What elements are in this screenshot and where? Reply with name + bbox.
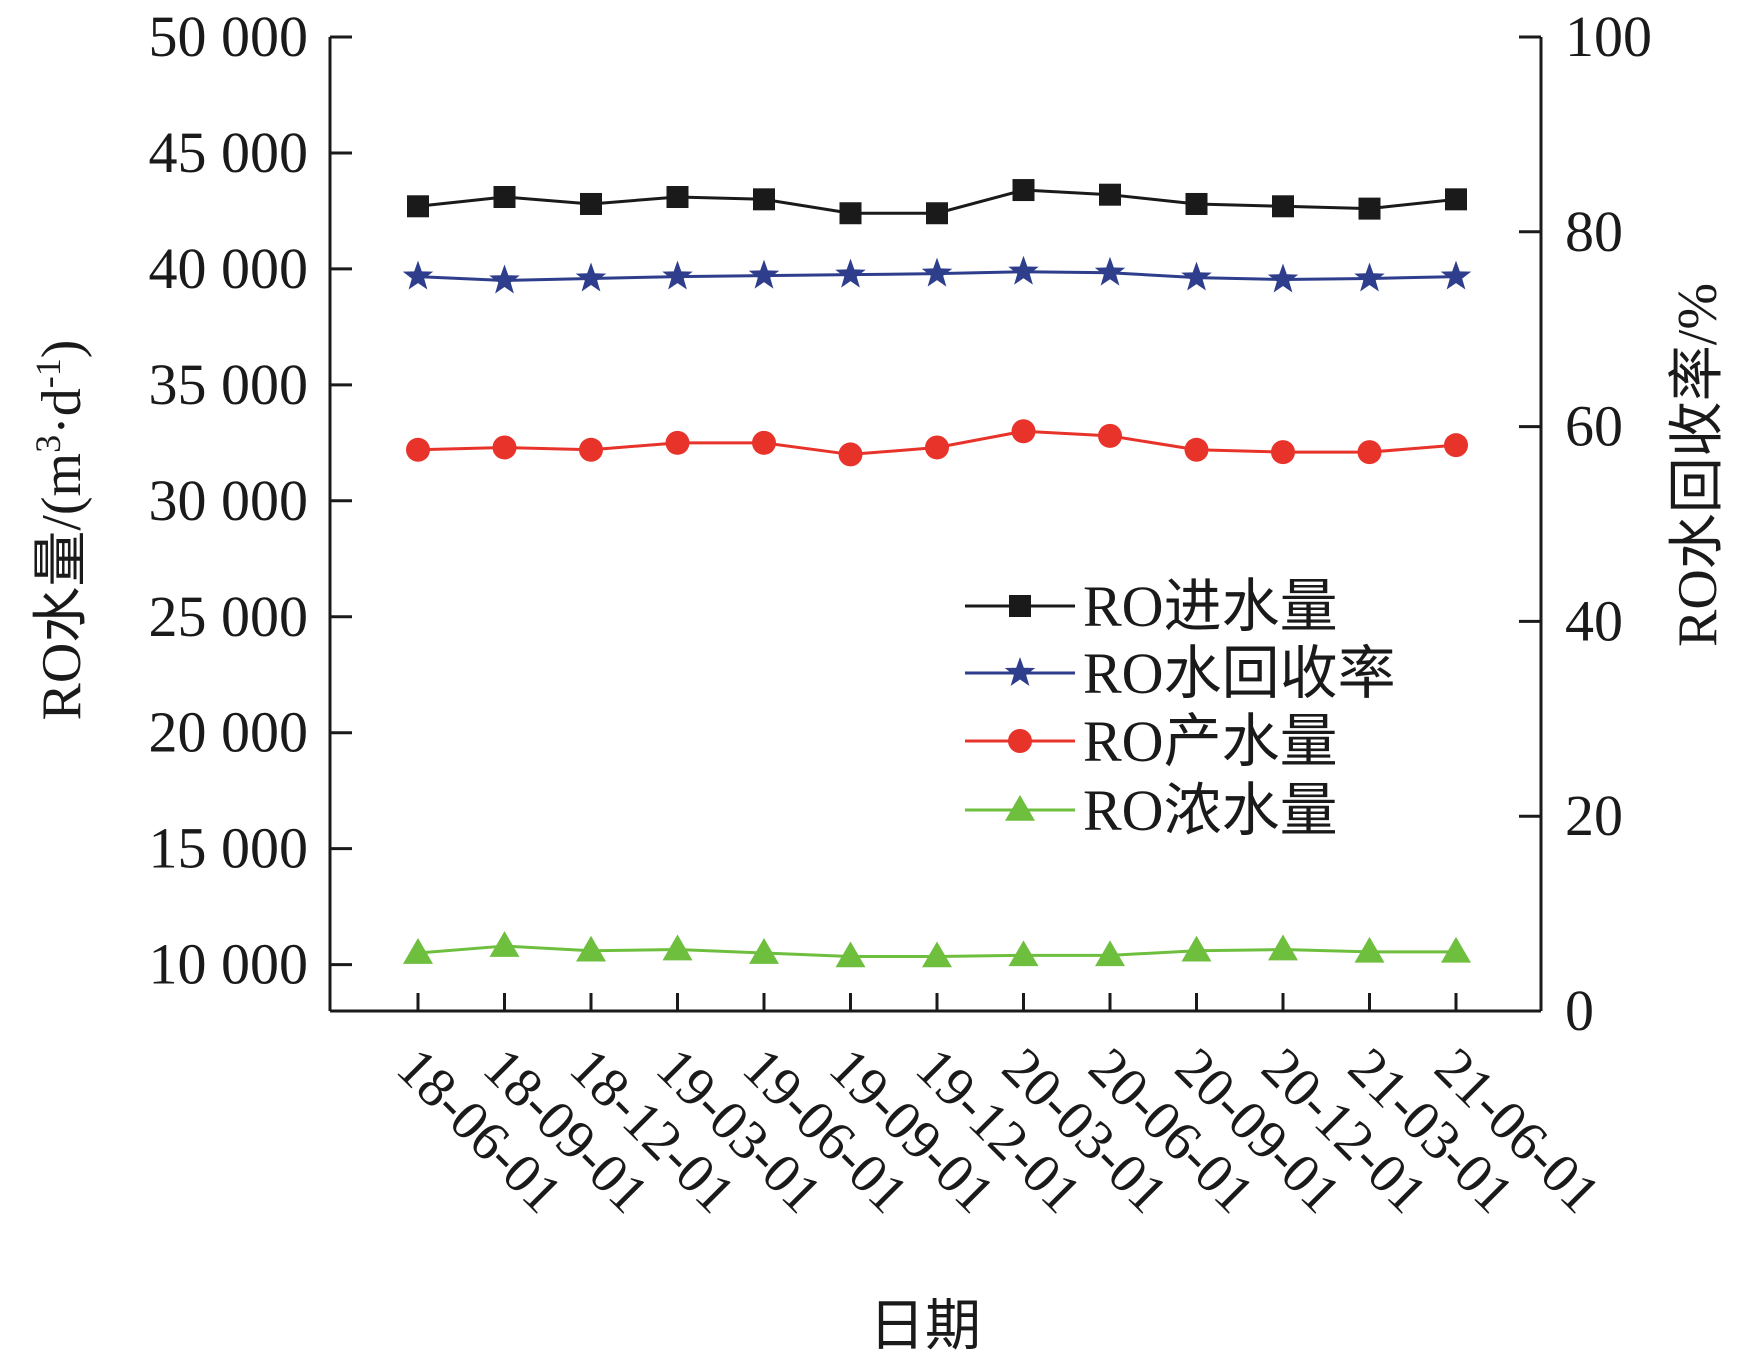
- y-tick-label: 45 000: [149, 120, 309, 185]
- y-tick-label: 35 000: [149, 352, 309, 417]
- data-point: [752, 430, 776, 455]
- series-0: [407, 179, 1467, 225]
- y-tick-label: 10 000: [149, 932, 309, 997]
- legend-item: RO浓水量: [965, 778, 1338, 843]
- data-point: [1094, 256, 1126, 286]
- data-point: [753, 188, 775, 211]
- data-point: [407, 195, 429, 218]
- data-point: [1012, 179, 1035, 202]
- data-point: [403, 938, 433, 964]
- series-2: [406, 419, 1468, 467]
- y-tick-label: 20 000: [149, 700, 309, 765]
- y2-axis-title: RO水回收率/%: [1667, 283, 1729, 647]
- data-point: [922, 941, 952, 968]
- legend-item: RO水回收率: [965, 641, 1396, 706]
- y-tick-label: 25 000: [149, 584, 309, 649]
- data-point: [1184, 437, 1209, 462]
- data-point: [1095, 940, 1125, 967]
- data-point: [1358, 197, 1381, 220]
- y-axis-title-part: ·d: [31, 388, 93, 435]
- y2-tick-label: 100: [1565, 4, 1652, 69]
- series-1: [402, 255, 1472, 294]
- data-point: [1441, 936, 1471, 963]
- y-tick-label: 30 000: [149, 468, 309, 533]
- data-point: [665, 430, 690, 455]
- data-point: [1267, 263, 1299, 293]
- data-point: [748, 259, 780, 289]
- y-axis-title: RO水量/(m3·d-1): [28, 340, 93, 721]
- data-point: [1444, 433, 1468, 458]
- data-point: [1099, 183, 1121, 206]
- axes-layer: 10 000 15 000 20 000 25 000 30 000 35 000 40 0…: [28, 4, 1729, 1358]
- data-point: [489, 264, 520, 294]
- data-point: [492, 435, 517, 460]
- data-point: [921, 257, 953, 287]
- data-point: [662, 260, 693, 290]
- y-axis-title-part: ): [31, 340, 93, 359]
- data-point: [1181, 935, 1212, 962]
- data-point: [666, 186, 689, 209]
- data-point: [1098, 423, 1122, 448]
- y2-tick-label: 0: [1565, 978, 1594, 1043]
- legend-label: RO水回收率: [1083, 641, 1396, 706]
- data-point: [1008, 940, 1039, 967]
- data-point: [835, 941, 866, 968]
- data-point: [838, 442, 863, 467]
- data-point: [1011, 419, 1036, 444]
- legend-marker: [1008, 729, 1032, 753]
- y-tick-label: 15 000: [149, 816, 309, 881]
- legend-label: RO浓水量: [1083, 778, 1338, 843]
- data-point: [1268, 934, 1298, 961]
- legend-marker: [1004, 657, 1036, 686]
- data-point: [1272, 195, 1294, 218]
- data-point: [1185, 192, 1208, 215]
- data-point: [1008, 255, 1039, 285]
- legend-marker: [1005, 795, 1035, 821]
- data-point: [406, 437, 430, 462]
- y2-tick-label: 80: [1565, 199, 1623, 264]
- legend-label: RO进水量: [1083, 574, 1338, 639]
- data-point: [1271, 440, 1295, 465]
- data-point: [835, 258, 866, 288]
- data-point: [493, 186, 516, 209]
- y2-tick-label: 20: [1565, 783, 1623, 848]
- data-point: [749, 938, 779, 964]
- data-point: [1357, 440, 1382, 465]
- data-point: [489, 931, 520, 957]
- data-point: [1440, 260, 1472, 290]
- data-point: [1354, 262, 1385, 292]
- y-axis-title-sup: -1: [28, 358, 68, 388]
- series-3: [403, 931, 1471, 968]
- data-point: [402, 260, 434, 290]
- data-point: [579, 437, 603, 462]
- y-tick-label: 40 000: [149, 236, 309, 301]
- y-tick-label: 50 000: [149, 4, 309, 69]
- data-point: [576, 935, 606, 962]
- data-point: [1181, 261, 1212, 291]
- y-axis-title-sup: 3: [28, 435, 68, 453]
- data-point: [1445, 188, 1467, 211]
- y2-tick-label: 60: [1565, 394, 1623, 459]
- legend-label: RO产水量: [1083, 709, 1338, 774]
- data-point: [580, 192, 602, 215]
- y2-tick-label: 40: [1565, 588, 1623, 653]
- series-layer: [402, 179, 1472, 968]
- legend-item: RO产水量: [965, 709, 1338, 774]
- data-point: [839, 202, 862, 225]
- y-axis-title-part: RO水量/(m: [31, 453, 93, 721]
- data-point: [926, 202, 948, 225]
- x-axis-title: 日期: [869, 1296, 981, 1358]
- legend-item: RO进水量: [965, 574, 1338, 639]
- data-point: [925, 435, 949, 460]
- data-point: [662, 934, 693, 961]
- data-point: [1354, 936, 1385, 963]
- data-point: [575, 262, 607, 292]
- legend-marker: [1009, 595, 1031, 617]
